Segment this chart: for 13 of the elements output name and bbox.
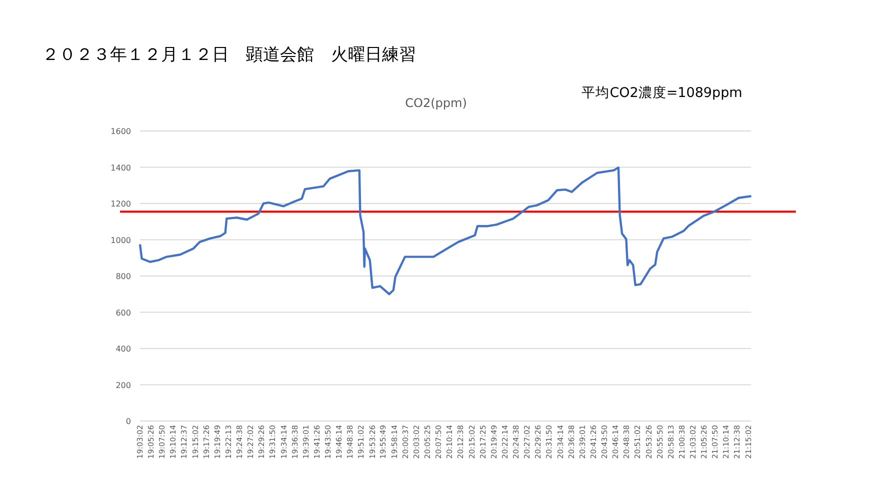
text: 平均CO2濃度=1089ppm [582,85,742,101]
y-tick-label: 1000 [110,236,131,245]
chart-title: ２０２３年１２月１２日 顕道会館 火曜日練習 [42,45,416,65]
y-tick-label: 0 [126,417,131,426]
y-tick-label: 1400 [110,163,131,172]
y-tick-label: 400 [116,344,131,354]
y-tick-label: 800 [116,272,131,281]
chart-subtitle: CO2(ppm) [405,96,467,110]
line-series [139,166,752,296]
y-tick-label: 1600 [110,127,131,136]
y-tick-label: 200 [116,380,131,390]
y-tick-label: 600 [116,308,131,318]
y-tick-label: 1200 [110,200,131,208]
